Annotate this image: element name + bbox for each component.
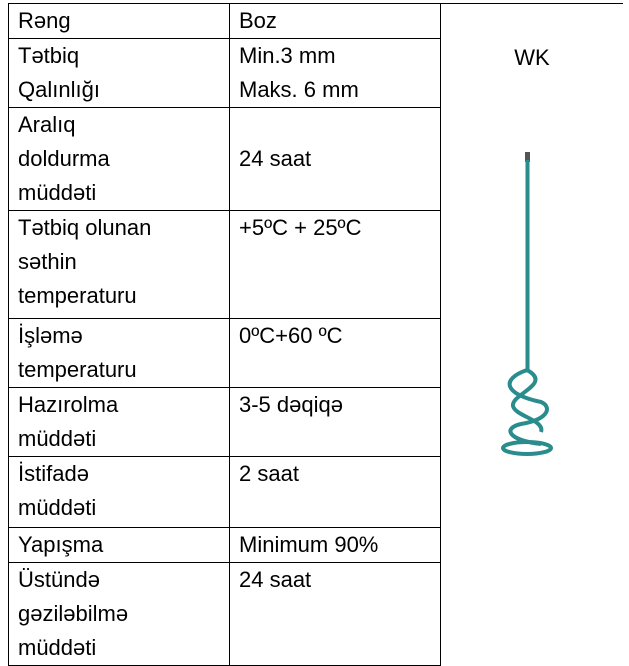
cell-text: temperaturu — [18, 353, 229, 387]
table-cell: Rəng — [9, 4, 230, 39]
cell-text: müddəti — [18, 422, 229, 456]
mixer-image — [441, 144, 623, 464]
cell-text: Minimum 90% — [239, 528, 440, 562]
cell-text: müddəti — [18, 491, 229, 525]
cell-text: Üstündə — [18, 563, 229, 597]
page: RəngBozWK TətbiqQalınlığıMin.3 mmMaks. 6… — [0, 0, 629, 654]
table-cell: +5ºC + 25ºC — [230, 211, 441, 319]
side-label: WK — [441, 41, 623, 75]
cell-text: səthin — [18, 245, 229, 279]
cell-text: Qalınlığı — [18, 73, 229, 107]
cell-text: +5ºC + 25ºC — [239, 211, 440, 245]
cell-text: 0ºC+60 ºC — [239, 319, 440, 353]
cell-text: Maks. 6 mm — [239, 73, 440, 107]
cell-text: 24 saat — [239, 563, 440, 597]
cell-text: Boz — [239, 4, 440, 38]
cell-text: 24 saat — [239, 142, 440, 176]
cell-text: Tətbiq olunan — [18, 211, 229, 245]
cell-text: 2 saat — [239, 457, 440, 491]
table-cell: Minimum 90% — [230, 528, 441, 563]
cell-text: Aralıq — [18, 108, 229, 142]
cell-text: İstifadə — [18, 457, 229, 491]
cell-text: temperaturu — [18, 279, 229, 313]
cell-text: 3-5 dəqiqə — [239, 388, 440, 422]
table-cell: 24 saat — [230, 563, 441, 666]
table-cell: 2 saat — [230, 457, 441, 528]
cell-text: Hazırolma — [18, 388, 229, 422]
cell-text: müddəti — [18, 176, 229, 210]
table-cell: 0ºC+60 ºC — [230, 319, 441, 388]
table-cell: Yapışma — [9, 528, 230, 563]
side-cell: WK — [441, 4, 624, 666]
table-cell: 24 saat — [230, 108, 441, 211]
table-cell: 3-5 dəqiqə — [230, 388, 441, 457]
cell-text: İşləmə — [18, 319, 229, 353]
cell-text: Yapışma — [18, 528, 229, 562]
cell-text: Tətbiq — [18, 39, 229, 73]
cell-text: Rəng — [18, 4, 229, 38]
cell-text: müddəti — [18, 631, 229, 665]
cell-text: doldurma — [18, 142, 229, 176]
table-cell: Boz — [230, 4, 441, 39]
cell-text: gəziləbilmə — [18, 597, 229, 631]
cell-text: Min.3 mm — [239, 39, 440, 73]
